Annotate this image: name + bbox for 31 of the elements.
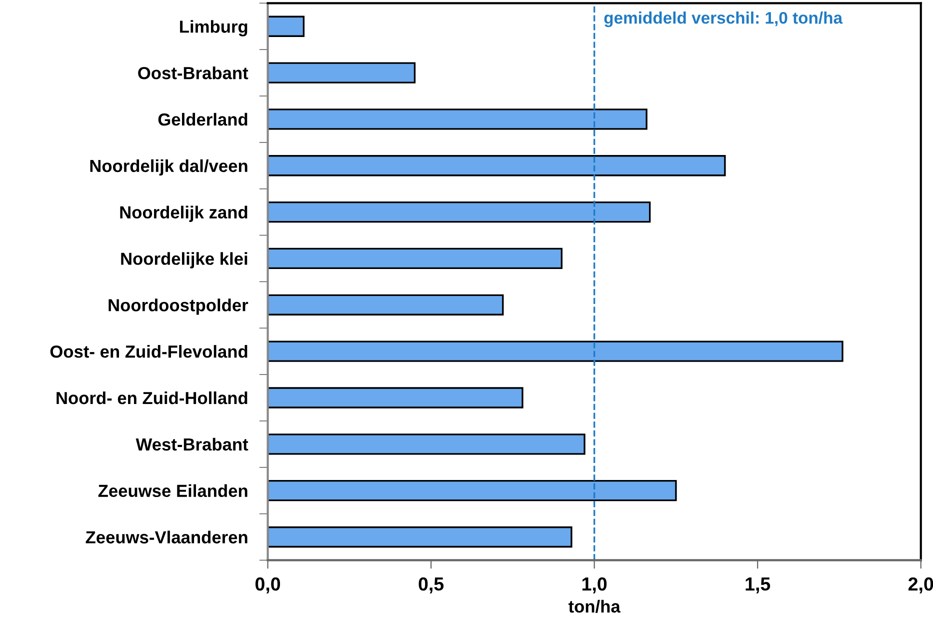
y-tick-label: Zeeuws-Vlaanderen — [86, 530, 248, 544]
bar — [268, 201, 651, 223]
bar — [268, 155, 726, 176]
bar — [268, 248, 562, 270]
bar — [268, 434, 586, 455]
x-tick-label: 0,5 — [418, 577, 444, 594]
y-tick-label: Gelderland — [158, 112, 248, 126]
bar — [268, 294, 504, 316]
y-tick-label: West-Brabant — [136, 438, 248, 451]
bar — [268, 387, 524, 408]
x-tick-label: 1,5 — [746, 578, 770, 594]
y-tick-label: Oost-Brabant — [138, 66, 248, 80]
x-tick-label: 0,0 — [255, 577, 280, 594]
y-tick-label: Noordelijk zand — [120, 206, 248, 222]
x-tick-label: 1,0 — [582, 577, 607, 594]
bar — [268, 108, 648, 130]
y-tick-label: Noordelijk dal/veen — [90, 159, 248, 176]
x-tick-label: 2,0 — [908, 577, 933, 594]
y-tick-label: Noord- en Zuid-Holland — [56, 391, 248, 404]
bar — [268, 16, 305, 37]
y-tick-label: Zeeuwse Eilanden — [98, 484, 248, 498]
bar — [268, 480, 677, 502]
bar — [268, 526, 572, 548]
bar — [268, 340, 844, 362]
x-axis-title: ton/ha — [568, 600, 620, 613]
y-tick-label: Noordoostpolder — [108, 298, 248, 315]
y-tick-label: Noordelijke klei — [121, 252, 248, 268]
ref-line-label: gemiddeld verschil: 1,0 ton/ha — [604, 12, 843, 28]
y-tick-label: Limburg — [180, 20, 248, 36]
y-tick-label: Oost- en Zuid-Flevoland — [50, 345, 248, 358]
bar — [268, 62, 416, 84]
